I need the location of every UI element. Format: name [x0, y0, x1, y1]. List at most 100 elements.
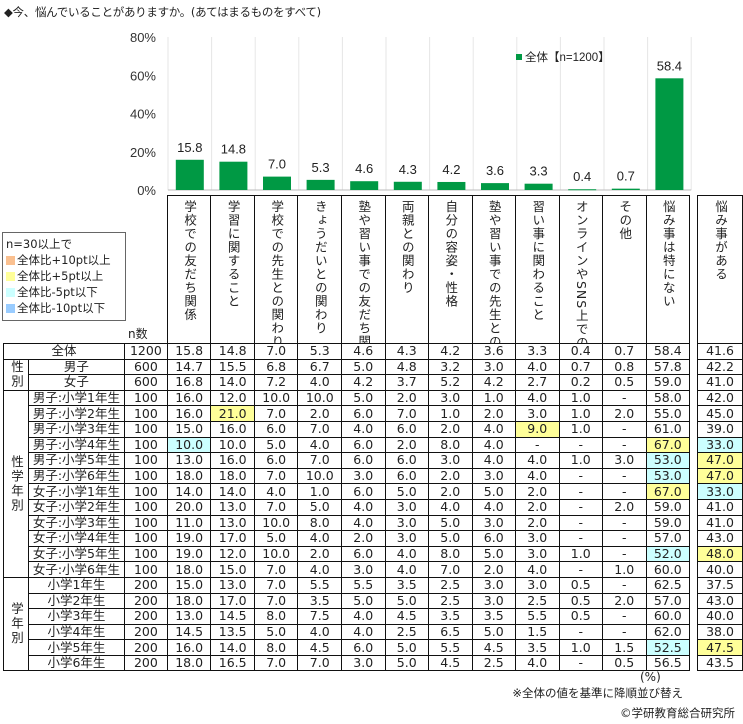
row-label: 男子:小学2年生: [27, 405, 125, 422]
legend-swatch-icon: [516, 54, 522, 60]
value-cell: 15.5: [210, 358, 255, 376]
data-label: 15.8: [177, 140, 202, 155]
row-label: 女子:小学6年生: [27, 561, 125, 578]
table-row: 性学年別 男子:小学1年生 100 16.0 12.0 10.0 10.0 5.0 2.0 3.0…: [3, 389, 743, 578]
value-cell: 7.0: [253, 467, 299, 485]
n-cell: 200: [123, 654, 168, 672]
value-cell: 3.0: [341, 561, 386, 578]
gap: [690, 655, 698, 671]
value-cell: 59.0: [645, 498, 691, 516]
column-header-label: オンラインやSNS上での知り合いとのやりとり: [573, 200, 589, 344]
value-cell: 5.0: [471, 483, 516, 500]
value-cell: 6.0: [384, 467, 429, 485]
value-cell: 67.0: [645, 483, 691, 500]
value-cell: 4.2: [428, 343, 473, 360]
column-header-label: 学習に関すること: [225, 200, 241, 308]
column-header-label: 学校での友だち関係: [182, 200, 198, 322]
gap: [690, 484, 698, 500]
value-cell: 6.0: [253, 452, 299, 469]
y-tick-label: 60%: [130, 68, 156, 83]
value-cell: 0.7: [558, 358, 603, 376]
n-cell: 1200: [123, 343, 168, 360]
value-cell: 3.5: [515, 639, 560, 656]
table-row: 小学6年生 200 18.0 16.5 7.0 7.0 3.0 5.0 4.5 2.5 4.0-0.…: [4, 654, 743, 672]
table-row: 性別 男子 600 14.7 15.5 6.8 6.7 5.0 4.8 3.2 3.0 4.0 0.7 0…: [3, 358, 743, 391]
column-header-label: 自分の容姿・性格: [443, 200, 459, 308]
data-label: 58.4: [657, 58, 682, 73]
column-header: 学校での友だち関係: [166, 195, 212, 344]
value-cell: 59.0: [645, 374, 691, 391]
bar: [263, 176, 291, 190]
value-cell: 5.0: [297, 498, 342, 516]
value-cell: -: [602, 545, 647, 563]
value-cell: 10.0: [253, 389, 299, 407]
value-cell: 16.8: [166, 374, 212, 391]
value-cell: -: [602, 530, 647, 547]
value-cell: 3.5: [471, 608, 516, 625]
value-cell: 18.0: [210, 467, 255, 485]
data-label: 4.6: [355, 161, 373, 176]
value-cell: 6.0: [253, 420, 299, 438]
gap: [690, 375, 698, 391]
value-cell: 5.5: [515, 608, 560, 625]
row-label: 男子:小学6年生: [27, 467, 125, 485]
value-cell: 4.0: [515, 467, 560, 485]
n-cell: 100: [123, 467, 168, 485]
value-cell: 2.0: [297, 545, 342, 563]
data-label: 0.7: [617, 169, 635, 184]
value-cell: 6.0: [471, 530, 516, 547]
gap: [690, 196, 698, 344]
value-cell: 4.0: [471, 452, 516, 469]
row-label: 男子:小学5年生: [27, 452, 125, 469]
bar: [481, 183, 509, 190]
data-label: 3.6: [486, 163, 504, 178]
value-cell: 4.0: [515, 654, 560, 672]
gap: [690, 406, 698, 422]
value-cell: 1.5: [602, 639, 647, 656]
n-cell: 200: [123, 592, 168, 610]
row-label: 小学2年生: [27, 592, 125, 610]
value-cell: 60.0: [645, 561, 691, 578]
value-cell: 3.0: [471, 467, 516, 485]
has-worry-cell: 48.0: [697, 545, 743, 563]
value-cell: 1.0: [297, 483, 342, 500]
gap: [690, 577, 698, 593]
unit-label: (%): [640, 670, 661, 684]
table-row: 女子:小学1年生 100 14.0 14.0 4.0 1.0 6.0 5.0 2.0 5.0 2.0…: [4, 483, 743, 500]
gap: [690, 609, 698, 625]
table-row: 小学2年生 200 18.0 17.0 7.0 3.5 5.0 5.0 2.5 3.0 2.5 0.5…: [4, 592, 743, 610]
has-worry-cell: 45.0: [697, 405, 743, 422]
value-cell: 1.0: [558, 639, 603, 656]
value-cell: 2.7: [515, 374, 560, 391]
value-cell: 4.0: [471, 436, 516, 454]
value-cell: 5.0: [471, 623, 516, 641]
value-cell: 4.0: [471, 420, 516, 438]
value-cell: 7.0: [253, 592, 299, 610]
header-row: 学校での友だち関係 学習に関すること 学校での先生との関わり きょうだいとの関わり 塾や…: [4, 195, 743, 344]
value-cell: 5.0: [428, 530, 473, 547]
table-row: 男子:小学4年生 100 10.0 10.0 5.0 4.0 6.0 2.0 8.0 4.0- - -…: [4, 436, 743, 454]
column-header: オンラインやSNS上での知り合いとのやりとり: [558, 195, 603, 344]
has-worry-cell: 43.0: [697, 592, 743, 610]
gap: [690, 562, 698, 578]
value-cell: 13.0: [166, 452, 212, 469]
value-cell: 4.0: [297, 374, 342, 391]
value-cell: 19.0: [166, 545, 212, 563]
value-cell: 5.0: [384, 639, 429, 656]
value-cell: 3.3: [515, 343, 560, 360]
group-label: 学年別: [3, 576, 29, 672]
value-cell: 57.0: [645, 530, 691, 547]
n-cell: 200: [123, 576, 168, 594]
table-row: 女子:小学5年生 100 19.0 12.0 10.0 2.0 6.0 4.0 8.0 5.0 3.…: [4, 545, 743, 563]
n-cell: 200: [123, 608, 168, 625]
value-cell: 13.0: [166, 608, 212, 625]
value-cell: -: [558, 654, 603, 672]
has-worry-cell: 41.0: [697, 498, 743, 516]
value-cell: 6.0: [341, 405, 386, 422]
column-header-label: 両親との関わり: [399, 200, 415, 295]
value-cell: 5.0: [253, 623, 299, 641]
n-cell: 100: [123, 561, 168, 578]
value-cell: 2.0: [384, 436, 429, 454]
bar: [350, 181, 379, 190]
row-label: 女子: [27, 374, 125, 391]
